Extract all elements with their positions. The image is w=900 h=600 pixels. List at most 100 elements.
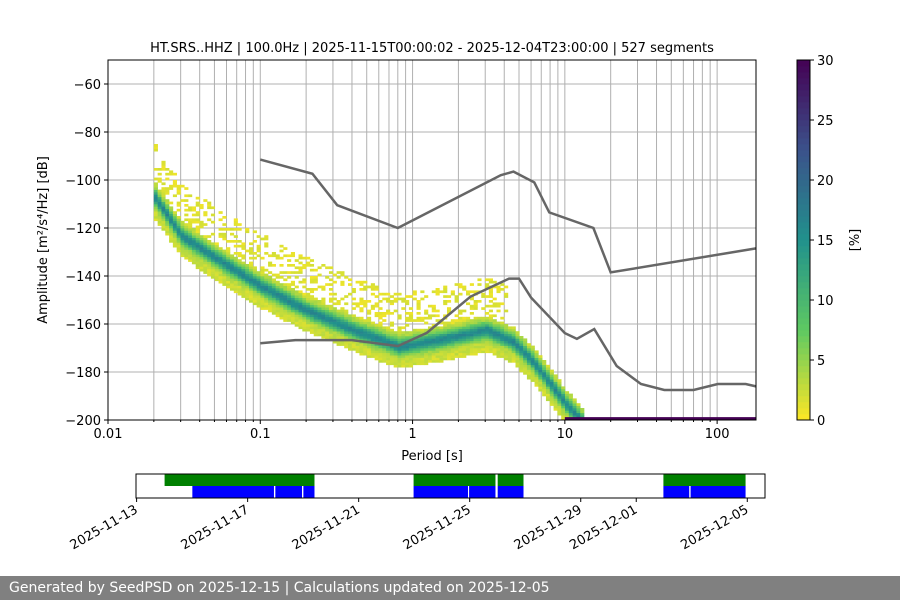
heatmap-cell <box>207 240 212 243</box>
heatmap-cell <box>283 288 288 291</box>
heatmap-cell <box>462 285 467 289</box>
heatmap-cell <box>229 264 235 267</box>
heatmap-cell <box>488 292 493 296</box>
heatmap-cell <box>355 326 360 330</box>
heatmap-cell <box>317 273 322 277</box>
heatmap-cell <box>454 319 459 322</box>
heatmap-cell <box>450 352 455 356</box>
heatmap-cell <box>526 348 532 351</box>
heatmap-cell <box>298 297 303 301</box>
heatmap-cell <box>245 266 250 270</box>
heatmap-cell <box>485 316 490 320</box>
heatmap-cell <box>568 403 573 406</box>
heatmap-cell <box>188 225 193 229</box>
heatmap-cell <box>172 194 177 198</box>
heatmap-cell <box>328 297 334 301</box>
heatmap-cell <box>435 350 440 354</box>
heatmap-cell <box>336 309 341 313</box>
heatmap-cell <box>218 256 223 260</box>
heatmap-cell <box>469 324 474 327</box>
heatmap-cell <box>481 340 486 344</box>
heatmap-cell <box>542 384 547 387</box>
heatmap-cell <box>386 300 391 303</box>
heatmap-cell <box>515 364 520 368</box>
heatmap-cell <box>466 316 471 320</box>
heatmap-cell <box>393 357 398 361</box>
heatmap-cell <box>188 232 193 236</box>
heatmap-cell <box>290 280 296 284</box>
heatmap-cell <box>241 283 246 286</box>
heatmap-cell <box>336 319 341 322</box>
heatmap-cell <box>458 328 463 332</box>
heatmap-cell <box>249 290 254 294</box>
heatmap-cell <box>370 338 375 342</box>
heatmap-cell <box>496 343 501 346</box>
heatmap-cell <box>283 314 288 318</box>
heatmap-cell <box>191 220 197 224</box>
heatmap-cell <box>401 357 406 361</box>
heatmap-cell <box>488 300 493 303</box>
heatmap-cell <box>176 189 181 193</box>
heatmap-cell <box>378 336 383 339</box>
heatmap-cell <box>538 376 543 380</box>
heatmap-cell <box>401 331 406 334</box>
heatmap-cell <box>458 336 463 339</box>
heatmap-cell <box>256 283 261 286</box>
heatmap-cell <box>408 348 414 351</box>
heatmap-cell <box>180 254 185 258</box>
heatmap-cell <box>412 355 417 358</box>
heatmap-cell <box>184 240 189 243</box>
heatmap-cell <box>245 283 250 286</box>
heatmap-cell <box>435 326 440 330</box>
heatmap-cell <box>279 316 284 320</box>
heatmap-cell <box>210 213 216 217</box>
heatmap-cell <box>435 355 440 358</box>
heatmap-cell <box>226 264 231 267</box>
colorbar-segment <box>797 270 810 277</box>
heatmap-cell <box>325 331 330 334</box>
heatmap-cell <box>397 338 402 342</box>
heatmap-cell <box>241 290 246 294</box>
heatmap-cell <box>412 357 417 361</box>
nlnm-line <box>260 277 757 392</box>
heatmap-cell <box>309 264 315 267</box>
heatmap-cell <box>462 340 467 344</box>
heatmap-cell <box>252 285 257 289</box>
heatmap-cell <box>283 278 288 282</box>
colorbar-segment <box>797 162 810 169</box>
heatmap-cell <box>488 319 493 322</box>
heatmap-cell <box>290 321 296 325</box>
heatmap-cell <box>157 204 162 207</box>
heatmap-cell <box>572 405 577 409</box>
heatmap-cell <box>462 336 467 339</box>
heatmap-cell <box>443 321 448 325</box>
heatmap-cell <box>203 249 208 253</box>
heatmap-cell <box>462 350 467 354</box>
heatmap-cell <box>382 292 387 296</box>
heatmap-cell <box>203 247 208 250</box>
heatmap-cell <box>195 249 200 253</box>
heatmap-cell <box>424 309 429 313</box>
heatmap-cell <box>496 331 501 334</box>
heatmap-cell <box>210 254 216 258</box>
timeline-tick-label: 2025-12-05 <box>678 502 751 553</box>
heatmap-cell <box>439 355 444 358</box>
heatmap-cell <box>172 220 177 224</box>
heatmap-cell <box>161 208 166 212</box>
heatmap-cell <box>511 331 516 334</box>
heatmap-cell <box>355 345 360 349</box>
heatmap-cell <box>229 271 235 274</box>
heatmap-cell <box>169 172 174 176</box>
heatmap-cell <box>328 283 334 286</box>
heatmap-cell <box>420 348 425 351</box>
heatmap-cell <box>458 285 463 289</box>
heatmap-cell <box>252 290 257 294</box>
heatmap-cell <box>252 295 257 298</box>
heatmap-cell <box>203 199 208 202</box>
heatmap-cell <box>351 345 356 349</box>
heatmap-cell <box>207 204 212 207</box>
colorbar-segment <box>797 168 810 175</box>
heatmap-cell <box>511 328 516 332</box>
heatmap-cell <box>492 319 497 322</box>
heatmap-cell <box>443 314 448 318</box>
